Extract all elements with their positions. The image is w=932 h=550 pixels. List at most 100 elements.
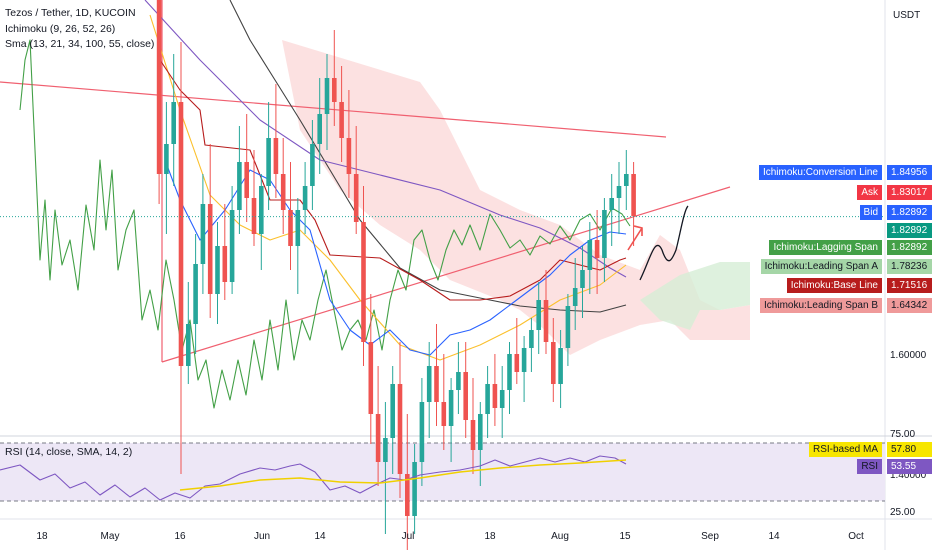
price-axis-unit: USDT bbox=[893, 10, 920, 21]
candle-body bbox=[222, 246, 228, 282]
candle-body bbox=[624, 174, 629, 186]
candle-body bbox=[215, 246, 220, 294]
projection-curve bbox=[639, 205, 689, 281]
rsi-axis-tick: 75.00 bbox=[890, 429, 915, 440]
price-tag-label: Ask bbox=[857, 185, 882, 200]
price-tag-value: 1.83017 bbox=[887, 185, 932, 200]
time-axis-label: Jun bbox=[254, 531, 270, 542]
price-tag-value: 1.82892 bbox=[887, 240, 932, 255]
candle-body bbox=[361, 222, 366, 342]
candle-body bbox=[558, 348, 563, 384]
ichimoku-legend[interactable]: Ichimoku (9, 26, 52, 26) bbox=[5, 23, 116, 35]
ichimoku-cloud-bull bbox=[640, 262, 750, 330]
candle-body bbox=[587, 240, 593, 270]
candle-body bbox=[572, 288, 578, 306]
rsi-tag-label: RSI bbox=[857, 459, 882, 474]
price-tag-label: Ichimoku:Leading Span B bbox=[760, 298, 882, 313]
candle-body bbox=[229, 210, 235, 282]
candle-body bbox=[332, 78, 337, 102]
time-axis-label: 14 bbox=[314, 531, 326, 542]
candle-body bbox=[543, 300, 549, 342]
time-axis-label: 14 bbox=[768, 531, 780, 542]
candle-body bbox=[186, 324, 191, 366]
candle-body bbox=[478, 414, 483, 450]
ichimoku-cloud-bear bbox=[282, 40, 750, 355]
candle-body bbox=[339, 102, 344, 138]
candle-body bbox=[499, 390, 505, 408]
candle-body bbox=[280, 174, 286, 210]
candle-body bbox=[302, 186, 308, 210]
candle-body bbox=[551, 342, 556, 384]
candle-body bbox=[492, 384, 498, 408]
projection-arrow bbox=[627, 225, 643, 251]
time-axis-label: Oct bbox=[848, 531, 864, 542]
candle-body bbox=[580, 270, 585, 288]
rsi-legend[interactable]: RSI (14, close, SMA, 14, 2) bbox=[5, 446, 133, 458]
time-axis-label: 18 bbox=[484, 531, 496, 542]
price-axis-tick: 2.20000 bbox=[890, 0, 927, 1]
candle-body bbox=[200, 204, 206, 264]
candle-body bbox=[317, 114, 322, 144]
candle-body bbox=[529, 330, 534, 348]
candle-body bbox=[456, 372, 461, 390]
candle-body bbox=[353, 174, 359, 222]
candle-body bbox=[178, 102, 184, 366]
candle-body bbox=[346, 138, 352, 174]
price-tag-value: 1.78236 bbox=[887, 259, 932, 274]
candle-body bbox=[310, 144, 315, 186]
candle-body bbox=[514, 354, 520, 372]
time-axis-label: 15 bbox=[619, 531, 631, 542]
candle-body bbox=[288, 210, 293, 246]
ichimoku-base-line bbox=[159, 59, 627, 301]
time-axis-label: 16 bbox=[174, 531, 186, 542]
candle-body bbox=[419, 402, 425, 462]
support-trendline bbox=[161, 186, 731, 363]
candle-body bbox=[295, 210, 301, 246]
time-axis-label: Jul bbox=[402, 531, 415, 542]
candle-body bbox=[244, 162, 249, 198]
candle-body bbox=[463, 372, 468, 420]
price-tag-value: 1.71516 bbox=[887, 278, 932, 293]
candle-body bbox=[616, 186, 622, 198]
rsi-ma-line bbox=[179, 459, 627, 491]
price-tag-label: Ichimoku:Lagging Span bbox=[769, 240, 882, 255]
sma-black bbox=[229, 0, 627, 313]
price-tag-value: 1.82892 bbox=[887, 205, 932, 220]
candle-body bbox=[470, 420, 476, 450]
candle-body bbox=[368, 342, 374, 414]
candle-body bbox=[602, 210, 607, 258]
candle-body bbox=[521, 348, 527, 372]
candle-body bbox=[441, 402, 447, 426]
candle-body bbox=[324, 78, 330, 114]
candle-body bbox=[631, 174, 636, 216]
price-tag-value: 1.82892 bbox=[887, 223, 932, 238]
rsi-line bbox=[0, 455, 627, 501]
time-axis-label: 18 bbox=[36, 531, 48, 542]
lagging-span bbox=[19, 39, 631, 409]
candle-body bbox=[609, 198, 614, 210]
candle-body bbox=[448, 390, 454, 426]
price-tag-value: 1.64342 bbox=[887, 298, 932, 313]
candle-body bbox=[156, 0, 162, 174]
candle-body bbox=[207, 204, 213, 294]
price-axis-tick: 1.40000 bbox=[890, 470, 927, 481]
candle-body bbox=[434, 366, 439, 402]
candle-body bbox=[565, 306, 571, 348]
candle-body bbox=[237, 162, 242, 210]
candle-body bbox=[405, 474, 410, 516]
sma-legend[interactable]: Sma (13, 21, 34, 100, 55, close) bbox=[5, 38, 155, 50]
candle-body bbox=[507, 354, 512, 390]
rsi-axis-tick: 25.00 bbox=[890, 507, 915, 518]
resistance-trendline bbox=[0, 81, 667, 138]
candle-body bbox=[375, 414, 381, 462]
price-axis-tick: 1.60000 bbox=[890, 350, 927, 361]
candle-body bbox=[485, 384, 490, 414]
price-tag-value: 1.84956 bbox=[887, 165, 932, 180]
time-axis-label: Aug bbox=[551, 531, 569, 542]
price-tag-label: Ichimoku:Conversion Line bbox=[758, 165, 882, 180]
price-tag-label: Ichimoku:Leading Span A bbox=[760, 259, 882, 274]
candle-body bbox=[383, 438, 388, 462]
candle-body bbox=[193, 264, 198, 324]
